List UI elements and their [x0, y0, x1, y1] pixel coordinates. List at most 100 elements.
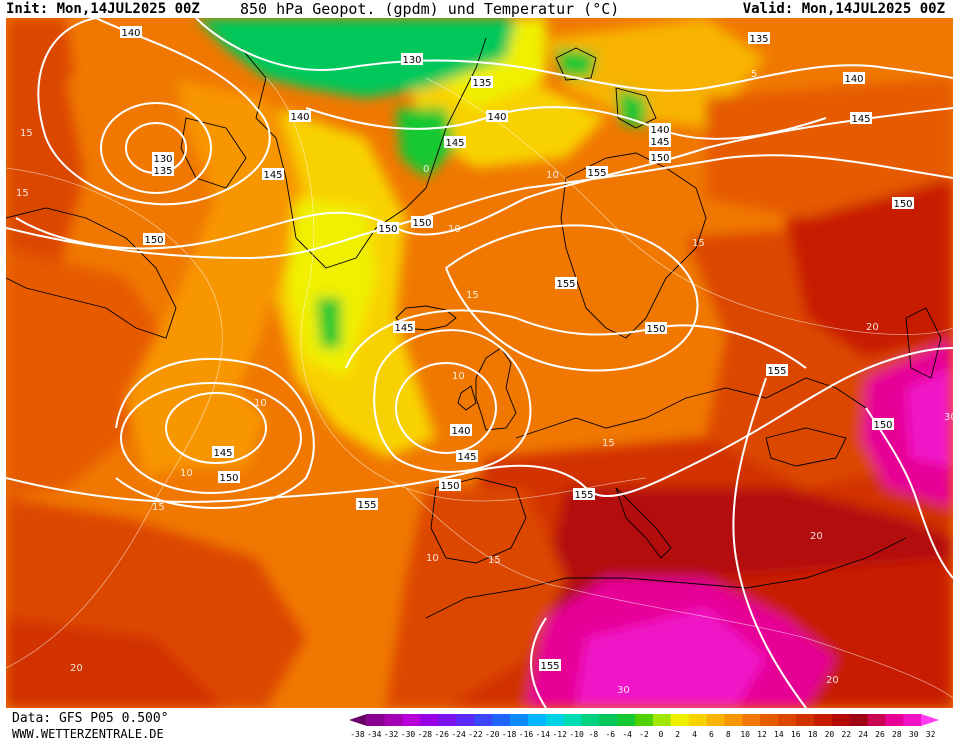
contour-label-text: 130 — [402, 55, 421, 66]
contour-label-label-130-lab: 130 — [152, 152, 174, 165]
contour-label-label-150-turkey: 150 — [872, 418, 894, 431]
colorbar-tick-label: 8 — [726, 730, 731, 739]
contour-label-text: 155 — [574, 490, 593, 501]
colorbar-swatch — [813, 714, 833, 726]
contour-label-box — [411, 216, 433, 228]
contour-label-text: 155 — [540, 661, 559, 672]
colorbar-tick-label: -38 — [350, 730, 365, 739]
isotherm-label: 15 — [16, 188, 29, 199]
contour-label-label-145-lab: 145 — [262, 168, 284, 181]
contour-label-text: 150 — [646, 324, 665, 335]
colorbar-tick-label: -28 — [418, 730, 433, 739]
contour-label-box — [143, 233, 165, 245]
contour-label-text: 145 — [213, 448, 232, 459]
colorbar-tick-label: -12 — [552, 730, 567, 739]
colorbar-swatch — [742, 714, 761, 726]
colorbar-swatch — [849, 714, 868, 726]
contour-label-label-145-barents: 145 — [649, 135, 671, 148]
colorbar-tick-label: 26 — [875, 730, 885, 739]
colorbar-ticks: -38 -34 -32 -30 -28 -26 -24 -22 -20 -18 -16 -14 -12-… — [350, 730, 935, 739]
isotherms — [6, 77, 953, 699]
contour-label-text: 155 — [587, 168, 606, 179]
colorbar-swatch — [831, 714, 851, 726]
isotherm-label: 20 — [826, 675, 839, 686]
colorbar-tick-label: 14 — [774, 730, 784, 739]
contour-label-label-145-atl-low: 145 — [212, 446, 234, 459]
contour-label-label-155-france: 155 — [573, 488, 595, 501]
colorbar-tick-label: -2 — [639, 730, 649, 739]
colorbar-tick-label: -20 — [485, 730, 500, 739]
colorbar-tick-label: -26 — [434, 730, 449, 739]
isotherm-label: 15 — [488, 555, 501, 566]
colorbar-tick-label: -16 — [519, 730, 534, 739]
contour-label-text: 145 — [650, 137, 669, 148]
contour-label-box — [439, 479, 461, 491]
coastlines — [6, 37, 942, 619]
contour-label-text: 140 — [487, 112, 506, 123]
colorbar-swatch — [885, 714, 904, 726]
colorbar-swatch — [599, 714, 618, 726]
header: Init: Mon,14JUL2025 00Z 850 hPa Geopot. … — [0, 0, 959, 18]
colorbar-tick-label: 20 — [825, 730, 835, 739]
isotherm-label: 20 — [70, 663, 83, 674]
contour-label-text: 155 — [357, 500, 376, 511]
colorbar-tick-label: 4 — [692, 730, 697, 739]
contour-label-label-150-russia: 150 — [892, 197, 914, 210]
contour-label-box — [872, 418, 894, 430]
data-source-label: Data: GFS P05 0.500° — [12, 711, 169, 726]
contour-label-box — [843, 72, 865, 84]
contour-label-text: 145 — [394, 323, 413, 334]
website-label[interactable]: WWW.WETTERZENTRALE.DE — [12, 727, 164, 741]
isotherm-label: 10 — [426, 553, 439, 564]
contour-label-label-150-atl: 150 — [143, 233, 165, 246]
contour-label-text: 140 — [650, 125, 669, 136]
contour-label-box — [586, 166, 608, 178]
isotherm-label: 10 — [452, 371, 465, 382]
contour-label-box — [262, 168, 284, 180]
contour-label-box — [471, 76, 493, 88]
contour-label-box — [649, 151, 671, 163]
colorbar-tick-label: 32 — [926, 730, 936, 739]
colorbar-tick-label: -30 — [401, 730, 416, 739]
colorbar-swatch — [492, 714, 511, 726]
contour-label-label-155-sahara: 155 — [539, 659, 561, 672]
colorbar-swatch — [384, 714, 404, 726]
colorbar-swatch — [527, 714, 547, 726]
colorbar-tick-label: -22 — [468, 730, 483, 739]
contour-label-box — [649, 135, 671, 147]
colorbar-swatch — [474, 714, 493, 726]
contour-label-label-145-atl-n: 145 — [393, 321, 415, 334]
contour-label-text: 145 — [851, 114, 870, 125]
contour-label-text: 135 — [472, 78, 491, 89]
isotherm-label: 10 — [448, 224, 461, 235]
colorbar-swatch — [652, 714, 672, 726]
colorbar-tick-label: -14 — [536, 730, 551, 739]
contour-label-box — [393, 321, 415, 333]
isotherm-label: 5 — [751, 69, 757, 80]
colorbar-swatch — [760, 714, 779, 726]
contour-label-box — [289, 110, 311, 122]
contour-label-text: 150 — [412, 218, 431, 229]
colorbar-tick-label: -4 — [622, 730, 632, 739]
map-title: 850 hPa Geopot. (gpdm) und Temperatur (°… — [240, 0, 620, 18]
colorbar-tick-label: 6 — [709, 730, 714, 739]
colorbar-tick-label: 12 — [757, 730, 767, 739]
contour-label-text: 155 — [556, 279, 575, 290]
colorbar-swatch — [778, 714, 797, 726]
contour-label-box — [450, 424, 472, 436]
colorbar-tick-label: 18 — [808, 730, 818, 739]
isotherm-label: 30 — [617, 685, 630, 696]
contour-label-text: 140 — [844, 74, 863, 85]
contour-label-label-150-poland: 150 — [645, 322, 667, 335]
contour-label-label-130-greenland: 130 — [401, 53, 423, 66]
contour-label-label-140-svalbard: 140 — [486, 110, 508, 123]
contour-label-box — [152, 164, 174, 176]
map-panel[interactable]: 140 130 135 140 140 135 140 145 140 145 130 135 145 1… — [6, 18, 953, 708]
isotherm-label: 15 — [602, 438, 615, 449]
contour-label-box — [748, 32, 770, 44]
temperature-labels: 1510101015151015101520152020303020101505 — [16, 69, 953, 696]
contour-label-box — [850, 112, 872, 124]
colorbar-swatch — [509, 714, 529, 726]
contour-label-text: 130 — [153, 154, 172, 165]
